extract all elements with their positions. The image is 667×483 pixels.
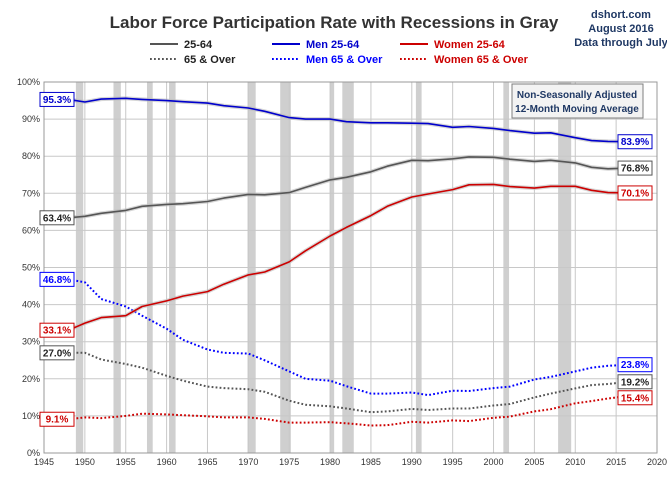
x-tick-label: 1985 bbox=[361, 457, 381, 467]
y-tick-label: 0% bbox=[27, 448, 40, 458]
legend-label: Men 25-64 bbox=[306, 39, 360, 51]
series-end-label: 83.9% bbox=[621, 137, 649, 148]
series-end-label-box bbox=[617, 390, 653, 406]
source-line-3: Data through July bbox=[574, 37, 667, 49]
legend-label: 65 & Over bbox=[184, 54, 236, 66]
x-tick-label: 1950 bbox=[75, 457, 95, 467]
chart-title: Labor Force Participation Rate with Rece… bbox=[110, 13, 559, 32]
note-line-1: Non-Seasonally Adjusted bbox=[517, 90, 637, 101]
series-end-label-box bbox=[617, 185, 653, 201]
series-end-label: 15.4% bbox=[621, 393, 649, 404]
y-tick-label: 40% bbox=[22, 300, 40, 310]
series-start-label-box bbox=[39, 322, 75, 338]
source-line-1: dshort.com bbox=[591, 9, 651, 21]
x-tick-label: 1965 bbox=[197, 457, 217, 467]
y-tick-label: 30% bbox=[22, 337, 40, 347]
source-block: dshort.com August 2016 Data through July bbox=[574, 9, 667, 49]
series-start-label-box bbox=[39, 271, 75, 287]
series-end-label: 23.8% bbox=[621, 360, 649, 371]
gridlines bbox=[43, 81, 658, 454]
series-end-label: 70.1% bbox=[621, 188, 649, 199]
x-tick-label: 1990 bbox=[402, 457, 422, 467]
x-tick-label: 2020 bbox=[647, 457, 667, 467]
series-start-label-box bbox=[39, 345, 75, 361]
note-line-2: 12-Month Moving Average bbox=[515, 104, 639, 115]
series-start-label: 27.0% bbox=[43, 348, 71, 359]
series-start-label-box bbox=[39, 411, 75, 427]
source-line-2: August 2016 bbox=[588, 23, 653, 35]
series-start-label: 46.8% bbox=[43, 275, 71, 286]
x-tick-label: 1975 bbox=[279, 457, 299, 467]
series-start-label: 63.4% bbox=[43, 213, 71, 224]
x-tick-label: 1945 bbox=[34, 457, 54, 467]
y-tick-label: 80% bbox=[22, 151, 40, 161]
y-tick-label: 50% bbox=[22, 263, 40, 273]
series-line bbox=[68, 97, 629, 143]
legend-label: Men 65 & Over bbox=[306, 54, 383, 66]
x-tick-label: 1995 bbox=[443, 457, 463, 467]
series-start-label: 95.3% bbox=[43, 95, 71, 106]
y-tick-label: 70% bbox=[22, 188, 40, 198]
x-tick-label: 2010 bbox=[565, 457, 585, 467]
x-tick-label: 1970 bbox=[238, 457, 258, 467]
series-line bbox=[68, 278, 629, 397]
series-line bbox=[68, 183, 629, 331]
series-line bbox=[68, 156, 629, 219]
series-start-label: 9.1% bbox=[46, 415, 69, 426]
y-tick-label: 20% bbox=[22, 374, 40, 384]
series-start-label: 33.1% bbox=[43, 326, 71, 337]
legend: 25-64 65 & Over Men 25-64 Men 65 & Over Wome… bbox=[150, 39, 529, 66]
series-end-label-box bbox=[617, 134, 653, 150]
y-tick-label: 10% bbox=[22, 411, 40, 421]
y-tick-label: 100% bbox=[17, 77, 40, 87]
y-tick-label: 60% bbox=[22, 225, 40, 235]
x-tick-label: 1955 bbox=[116, 457, 136, 467]
x-tick-label: 2000 bbox=[484, 457, 504, 467]
legend-label: 25-64 bbox=[184, 39, 213, 51]
series-end-label-box bbox=[617, 374, 653, 390]
y-tick-label: 90% bbox=[22, 114, 40, 124]
series-layer bbox=[67, 96, 629, 427]
note-box: Non-Seasonally Adjusted 12-Month Moving … bbox=[511, 83, 644, 119]
series-line bbox=[68, 394, 629, 427]
end-value-labels: 95.3% 63.4% 46.8% 33.1% 27.0% 9.1% 83.9% 76.8% 7… bbox=[39, 91, 653, 427]
x-tick-label: 1980 bbox=[320, 457, 340, 467]
series-start-label-box bbox=[39, 210, 75, 226]
legend-label: Women 65 & Over bbox=[434, 54, 529, 66]
series-end-label: 76.8% bbox=[621, 164, 649, 175]
axes: 0% 10% 20% 30% 40% 50% 60% 70% 80% 90% 100% 1945 195… bbox=[17, 77, 667, 467]
series-end-label-box bbox=[617, 357, 653, 373]
plot-frame bbox=[43, 81, 658, 454]
series-start-label-box bbox=[39, 91, 75, 107]
x-tick-label: 1960 bbox=[157, 457, 177, 467]
note-box-frame bbox=[511, 83, 644, 119]
legend-label: Women 25-64 bbox=[434, 39, 506, 51]
series-end-label: 19.2% bbox=[621, 377, 649, 388]
x-tick-label: 2015 bbox=[606, 457, 626, 467]
series-line bbox=[68, 351, 629, 414]
x-tick-label: 2005 bbox=[524, 457, 544, 467]
series-end-label-box bbox=[617, 160, 653, 176]
